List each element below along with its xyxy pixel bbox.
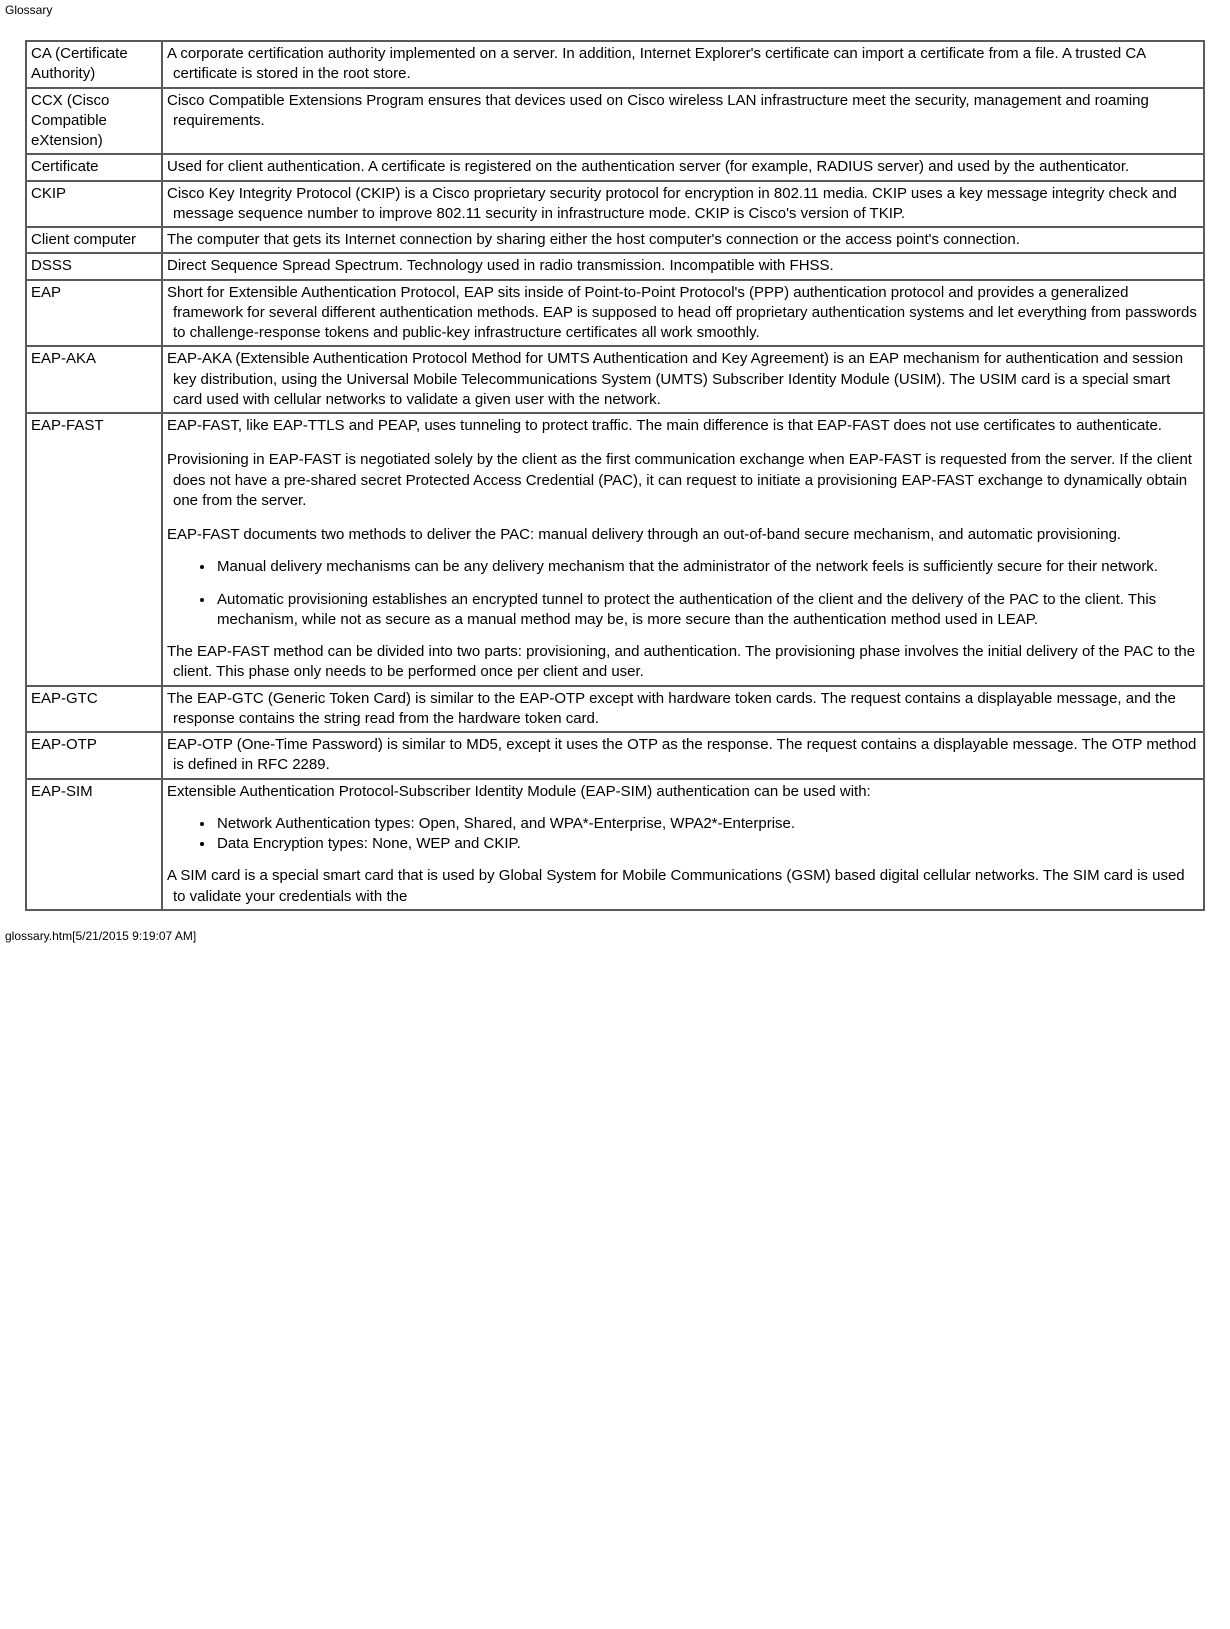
term-cell: EAP-SIM [26,779,162,910]
term-text: Client computer [31,230,157,250]
list-item: Manual delivery mechanisms can be any de… [215,557,1199,577]
term-cell: CCX (Cisco Compatible eXtension) [26,88,162,155]
term-cell: CA (Certificate Authority) [26,41,162,88]
table-row: EAP-AKA EAP-AKA (Extensible Authenticatio… [26,346,1204,413]
page-header: Glossary [0,0,1230,20]
definition-paragraph: EAP-OTP (One-Time Password) is similar t… [167,735,1199,776]
table-row: Client computer The computer that gets it… [26,227,1204,253]
term-text: EAP-AKA [31,349,157,369]
definition-paragraph: EAP-FAST, like EAP-TTLS and PEAP, uses t… [167,416,1199,436]
definition-cell: Cisco Compatible Extensions Program ensu… [162,88,1204,155]
term-cell: EAP-GTC [26,686,162,733]
table-row: EAP Short for Extensible Authentication P… [26,280,1204,347]
definition-cell: EAP-FAST, like EAP-TTLS and PEAP, uses t… [162,413,1204,686]
term-cell: Certificate [26,154,162,180]
term-cell: Client computer [26,227,162,253]
table-row: EAP-OTP EAP-OTP (One-Time Password) is si… [26,732,1204,779]
definition-paragraph: EAP-FAST documents two methods to delive… [167,525,1199,545]
content-container: CA (Certificate Authority)A corporate ce… [0,20,1230,921]
definition-paragraph: Cisco Key Integrity Protocol (CKIP) is a… [167,184,1199,225]
term-cell: CKIP [26,181,162,228]
definition-paragraph: Provisioning in EAP-FAST is negotiated s… [167,450,1199,511]
list-item: Data Encryption types: None, WEP and CKI… [215,834,1199,854]
definition-cell: EAP-OTP (One-Time Password) is similar t… [162,732,1204,779]
term-text: DSSS [31,256,157,276]
table-row: CKIP Cisco Key Integrity Protocol (CKIP) … [26,181,1204,228]
definition-paragraph: Used for client authentication. A certif… [167,157,1199,177]
list-item: Network Authentication types: Open, Shar… [215,814,1199,834]
definition-paragraph: The computer that gets its Internet conn… [167,230,1199,250]
term-text: EAP-OTP [31,735,157,755]
definition-cell: Extensible Authentication Protocol-Subsc… [162,779,1204,910]
definition-paragraph: Cisco Compatible Extensions Program ensu… [167,91,1199,132]
term-text: EAP-SIM [31,782,157,802]
glossary-table: CA (Certificate Authority)A corporate ce… [25,40,1205,911]
term-text: CA (Certificate Authority) [31,44,157,85]
term-cell: DSSS [26,253,162,279]
definition-cell: Used for client authentication. A certif… [162,154,1204,180]
definition-paragraph: Extensible Authentication Protocol-Subsc… [167,782,1199,802]
term-cell: EAP [26,280,162,347]
definition-cell: The EAP-GTC (Generic Token Card) is simi… [162,686,1204,733]
term-text: EAP [31,283,157,303]
definition-cell: Short for Extensible Authentication Prot… [162,280,1204,347]
definition-cell: EAP-AKA (Extensible Authentication Proto… [162,346,1204,413]
table-row: CA (Certificate Authority)A corporate ce… [26,41,1204,88]
term-text: EAP-FAST [31,416,157,436]
term-text: CKIP [31,184,157,204]
definition-cell: Cisco Key Integrity Protocol (CKIP) is a… [162,181,1204,228]
definition-list: Manual delivery mechanisms can be any de… [215,557,1199,630]
definition-cell: The computer that gets its Internet conn… [162,227,1204,253]
term-cell: EAP-OTP [26,732,162,779]
definition-paragraph: Short for Extensible Authentication Prot… [167,283,1199,344]
page-footer: glossary.htm[5/21/2015 9:19:07 AM] [0,921,1230,948]
term-cell: EAP-AKA [26,346,162,413]
definition-paragraph: EAP-AKA (Extensible Authentication Proto… [167,349,1199,410]
definition-cell: A corporate certification authority impl… [162,41,1204,88]
table-row: EAP-GTC The EAP-GTC (Generic Token Card) … [26,686,1204,733]
table-row: EAP-SIM Extensible Authentication Protoco… [26,779,1204,910]
table-row: Certificate Used for client authenticatio… [26,154,1204,180]
definition-paragraph: A corporate certification authority impl… [167,44,1199,85]
term-text: EAP-GTC [31,689,157,709]
definition-list: Network Authentication types: Open, Shar… [215,814,1199,855]
term-cell: EAP-FAST [26,413,162,686]
list-item: Automatic provisioning establishes an en… [215,590,1199,631]
definition-paragraph: The EAP-GTC (Generic Token Card) is simi… [167,689,1199,730]
definition-paragraph: The EAP-FAST method can be divided into … [167,642,1199,683]
definition-paragraph: Direct Sequence Spread Spectrum. Technol… [167,256,1199,276]
term-text: CCX (Cisco Compatible eXtension) [31,91,157,152]
definition-paragraph: A SIM card is a special smart card that … [167,866,1199,907]
definition-cell: Direct Sequence Spread Spectrum. Technol… [162,253,1204,279]
table-row: CCX (Cisco Compatible eXtension)Cisco Co… [26,88,1204,155]
table-row: EAP-FAST EAP-FAST, like EAP-TTLS and PEAP… [26,413,1204,686]
term-text: Certificate [31,157,157,177]
table-row: DSSS Direct Sequence Spread Spectrum. Tec… [26,253,1204,279]
